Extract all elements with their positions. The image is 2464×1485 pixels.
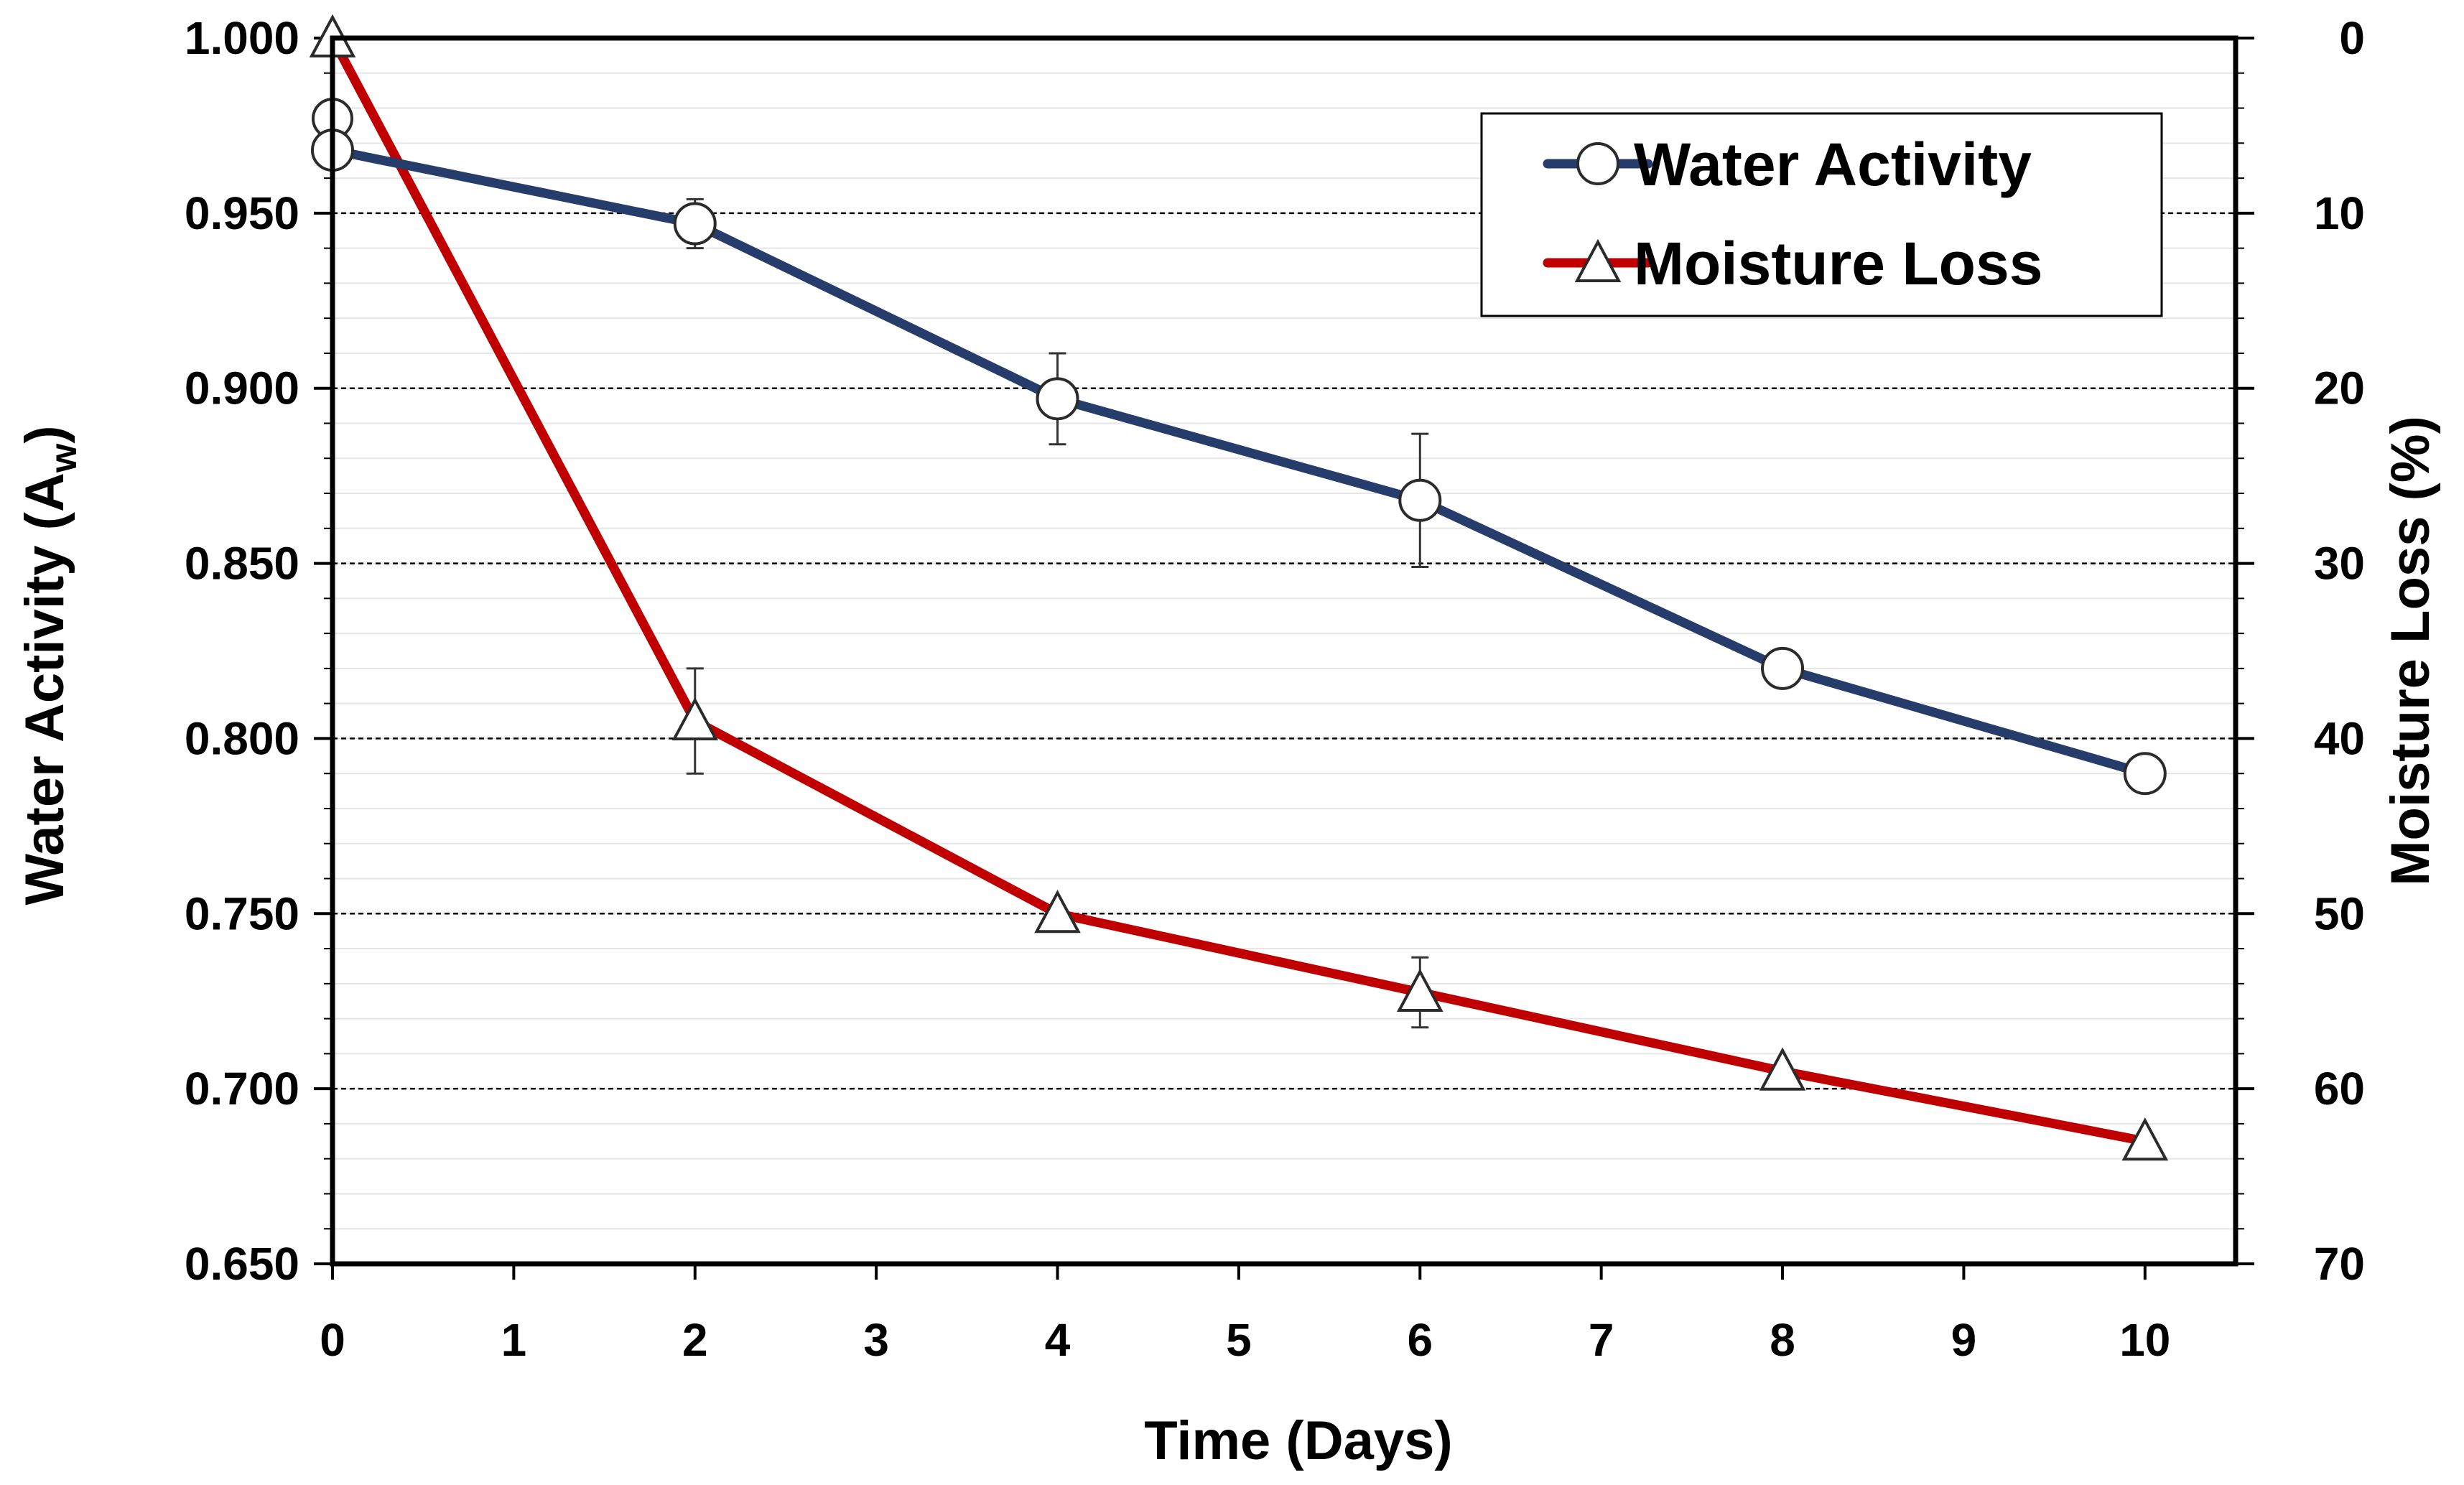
plot-area-frame [330,35,2238,1267]
water-activity-point [673,202,717,246]
water-activity-point [2123,752,2167,796]
y2-tick-label: 60 [2314,1063,2365,1114]
y2-tick-label: 40 [2314,712,2365,764]
y-axis-title-close: ) [14,425,75,443]
y2-tick-label: 30 [2314,538,2365,590]
y-tick-label: 0.750 [185,888,299,939]
moisture-loss-point [1759,1047,1806,1091]
water-activity-point [1398,478,1442,522]
series-line-moisture-loss [327,33,2150,1146]
y-axis-title: Water Activity (Aw) [14,425,85,905]
y2-tick-label: 20 [2314,363,2365,414]
y2-axis-title: Moisture Loss (%) [2380,416,2441,886]
data-markers [309,14,2169,1161]
legend-label: Water Activity [1634,131,2032,198]
x-tick-label: 10 [2119,1314,2170,1366]
water-activity-point [1761,646,1805,690]
y-tick-label: 0.700 [185,1063,299,1114]
water-activity-point [1036,377,1079,421]
x-tick-label: 4 [1045,1314,1071,1366]
x-tick-label: 3 [863,1314,889,1366]
tick-labels: 0.650 0.700 0.750 0.800 0.850 0.900 0.950 1.000… [185,12,2365,1366]
x-axis-title: Time (Days) [1144,1410,1452,1471]
error-bars [331,41,1429,1029]
legend-label: Moisture Loss [1634,230,2042,297]
moisture-loss-point [2121,1117,2169,1161]
x-tick-label: 1 [501,1314,527,1366]
legend-triangle-marker [1574,238,1622,282]
moisture-loss-point [1034,890,1081,934]
y2-tick-label: 10 [2314,187,2365,239]
y-tick-label: 0.650 [185,1238,299,1290]
x-tick-label: 7 [1589,1314,1614,1366]
legend: Water Activity Moisture Loss [1480,112,2163,317]
series-lines [327,33,2150,1146]
y-tick-label: 1.000 [185,12,299,64]
moisture-loss-point [671,697,719,741]
y-axis-title-subscript: w [43,443,85,473]
x-tick-label: 6 [1407,1314,1433,1366]
x-tick-label: 9 [1951,1314,1977,1366]
legend-circle-marker [1576,142,1619,185]
y-tick-label: 0.950 [185,187,299,239]
y2-tick-label: 0 [2339,12,2365,64]
y2-tick-label: 50 [2314,888,2365,939]
y-axis-title-main: Water Activity (A [14,472,75,905]
x-tick-label: 2 [682,1314,708,1366]
major-gridlines [333,212,2236,1090]
x-tick-label: 8 [1770,1314,1795,1366]
y-tick-label: 0.850 [185,538,299,590]
x-tick-label: 0 [320,1314,345,1366]
series-line-water-activity [327,145,2150,778]
y2-tick-label: 70 [2314,1238,2365,1290]
y-tick-label: 0.900 [185,363,299,414]
moisture-loss-point [1396,968,1443,1012]
y-tick-label: 0.800 [185,712,299,764]
x-tick-label: 5 [1226,1314,1252,1366]
